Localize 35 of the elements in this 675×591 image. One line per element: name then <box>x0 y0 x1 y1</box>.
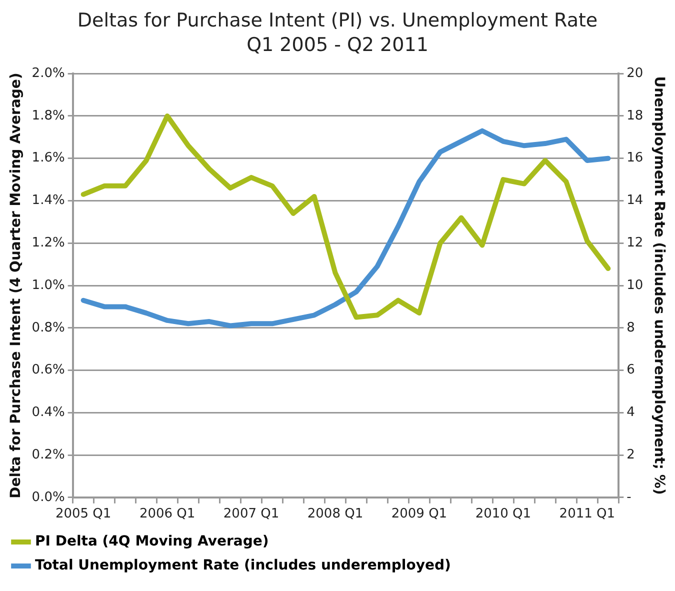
y2-tick-label: 8 <box>626 320 635 336</box>
x-tick-label: 2006 Q1 <box>139 506 196 522</box>
y-tick-label: 0.2% <box>32 447 65 462</box>
y2-tick-label: 6 <box>626 362 635 378</box>
y2-tick-label: 12 <box>626 235 644 250</box>
y-tick-label: 0.6% <box>32 362 65 378</box>
x-tick-label: 2007 Q1 <box>223 506 280 522</box>
y2-tick-label: 4 <box>626 405 635 420</box>
y-tick-label: 2.0% <box>32 66 65 81</box>
y-tick-label: 0.8% <box>32 320 65 336</box>
y-axis-title: Delta for Purchase Intent (4 Quarter Moving Average) <box>8 72 24 498</box>
x-tick-label: 2005 Q1 <box>55 506 112 522</box>
y2-tick-label: 16 <box>626 150 644 166</box>
chart-subtitle: Q1 2005 - Q2 2011 <box>246 34 428 56</box>
y2-tick-label: 20 <box>626 66 644 81</box>
x-tick-label: 2008 Q1 <box>307 506 364 522</box>
legend-label: Total Unemployment Rate (includes underemployed) <box>35 558 451 574</box>
y-tick-label: 1.4% <box>32 193 65 208</box>
y2-tick-label: - <box>626 490 632 505</box>
x-tick-label: 2009 Q1 <box>391 506 448 522</box>
y2-tick-label: 2 <box>626 447 635 462</box>
x-tick-label: 2010 Q1 <box>475 506 532 522</box>
chart-title: Deltas for Purchase Intent (PI) vs. Unemployment Rate <box>77 9 598 32</box>
y-tick-label: 1.8% <box>32 108 65 124</box>
legend-label: PI Delta (4Q Moving Average) <box>35 534 269 550</box>
y-tick-label: 0.0% <box>32 490 65 505</box>
x-tick-label: 2011 Q1 <box>559 506 616 522</box>
y-tick-label: 1.2% <box>32 235 65 250</box>
y2-tick-label: 10 <box>626 278 644 293</box>
y2-axis-title: Unemployment Rate (includes underemployment; %) <box>650 76 667 495</box>
y-tick-label: 1.0% <box>32 278 65 293</box>
y2-tick-label: 14 <box>626 193 644 208</box>
y-tick-label: 0.4% <box>32 405 65 420</box>
y-tick-label: 1.6% <box>32 150 65 166</box>
y2-tick-label: 18 <box>626 108 644 124</box>
